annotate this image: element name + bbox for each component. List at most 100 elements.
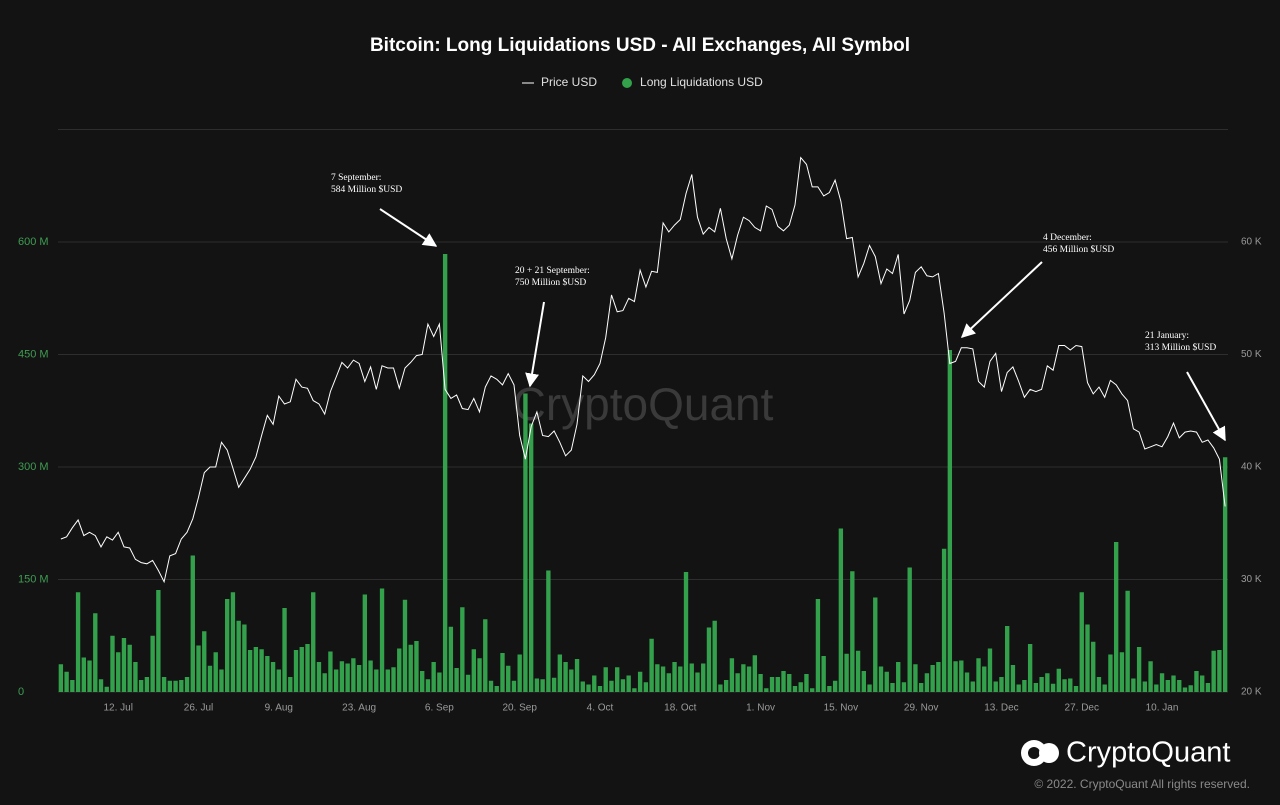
bar <box>896 662 901 692</box>
bar <box>1027 644 1033 692</box>
bar <box>557 654 563 692</box>
bar <box>1205 683 1211 692</box>
bar <box>844 653 849 692</box>
x-tick-label: 15. Nov <box>824 703 858 714</box>
bar <box>1171 675 1176 692</box>
x-tick-label: 10. Jan <box>1146 703 1179 714</box>
bar <box>1022 680 1027 692</box>
bar <box>1068 678 1073 692</box>
bar <box>660 666 666 692</box>
bar <box>1125 590 1130 692</box>
bar <box>225 599 230 692</box>
bar <box>712 620 717 692</box>
bar <box>1182 687 1188 692</box>
bar <box>930 665 935 692</box>
bar <box>855 650 861 692</box>
x-tick-label: 18. Oct <box>664 703 696 714</box>
bar <box>1033 683 1039 692</box>
bar <box>425 679 431 692</box>
bar <box>116 652 121 692</box>
bar <box>259 649 264 692</box>
bar <box>299 647 304 692</box>
bar <box>769 677 775 692</box>
y-tick-label: 600 M <box>18 236 49 248</box>
bar <box>420 671 425 692</box>
x-tick-label: 13. Dec <box>984 703 1018 714</box>
bar <box>500 653 505 692</box>
bar <box>293 650 299 692</box>
bar <box>506 665 511 692</box>
copyright: © 2022. CryptoQuant All rights reserved. <box>1034 777 1250 791</box>
bar <box>1194 671 1199 692</box>
bar <box>827 686 832 692</box>
bar <box>758 674 763 692</box>
bar <box>850 571 855 692</box>
bar <box>718 684 723 692</box>
bar <box>448 626 454 692</box>
bar <box>540 679 545 692</box>
bar <box>270 662 276 692</box>
x-tick-label: 4. Oct <box>587 703 614 714</box>
bar <box>1085 624 1090 692</box>
bar <box>1045 673 1050 692</box>
bar <box>1136 647 1142 692</box>
bar <box>477 658 482 692</box>
bar <box>907 567 912 692</box>
bar <box>460 607 465 692</box>
bar <box>723 680 729 692</box>
bar <box>161 677 167 692</box>
x-tick-label: 6. Sep <box>425 703 454 714</box>
bar <box>878 666 884 692</box>
x-tick-label: 12. Jul <box>103 703 132 714</box>
bar <box>775 677 780 692</box>
bar <box>574 659 580 692</box>
bar <box>328 651 333 692</box>
bar <box>110 635 115 692</box>
bar <box>924 673 930 692</box>
x-tick-label: 20. Sep <box>502 703 537 714</box>
bar <box>1165 680 1170 692</box>
bar <box>173 680 178 692</box>
bar <box>1039 677 1044 692</box>
bar <box>454 668 459 692</box>
bar <box>729 658 735 692</box>
bar <box>781 671 786 692</box>
bar <box>1148 661 1153 692</box>
bar <box>890 683 895 692</box>
x-tick-label: 26. Jul <box>184 703 213 714</box>
bar <box>913 664 918 692</box>
x-tick-label: 1. Nov <box>746 703 775 714</box>
bar <box>918 683 924 692</box>
annotation-text: 7 September: <box>331 173 381 183</box>
bar <box>901 682 907 692</box>
bar <box>1016 684 1021 692</box>
bar <box>620 679 626 692</box>
bar <box>236 620 241 692</box>
bar <box>517 654 522 692</box>
bar <box>982 666 987 692</box>
bar <box>546 570 551 692</box>
annotation-text: 21 January: <box>1145 331 1189 341</box>
bar <box>1119 652 1125 692</box>
bar <box>402 599 408 692</box>
bar <box>356 665 362 692</box>
bar <box>431 662 436 692</box>
bar <box>683 572 689 692</box>
bar <box>592 675 597 692</box>
bar <box>1102 684 1107 692</box>
bar <box>247 650 253 692</box>
annotation-arrow <box>960 261 1043 338</box>
bar <box>810 688 815 692</box>
bar <box>838 528 844 692</box>
y-tick-label: 450 M <box>18 348 49 360</box>
price-line <box>60 156 1226 584</box>
bar <box>1188 685 1193 692</box>
bar <box>465 674 471 692</box>
bar <box>202 631 207 692</box>
legend-label: Price USD <box>541 75 597 89</box>
bar <box>219 669 224 692</box>
bar <box>1108 654 1113 692</box>
bar <box>282 608 287 692</box>
bar <box>64 671 69 692</box>
